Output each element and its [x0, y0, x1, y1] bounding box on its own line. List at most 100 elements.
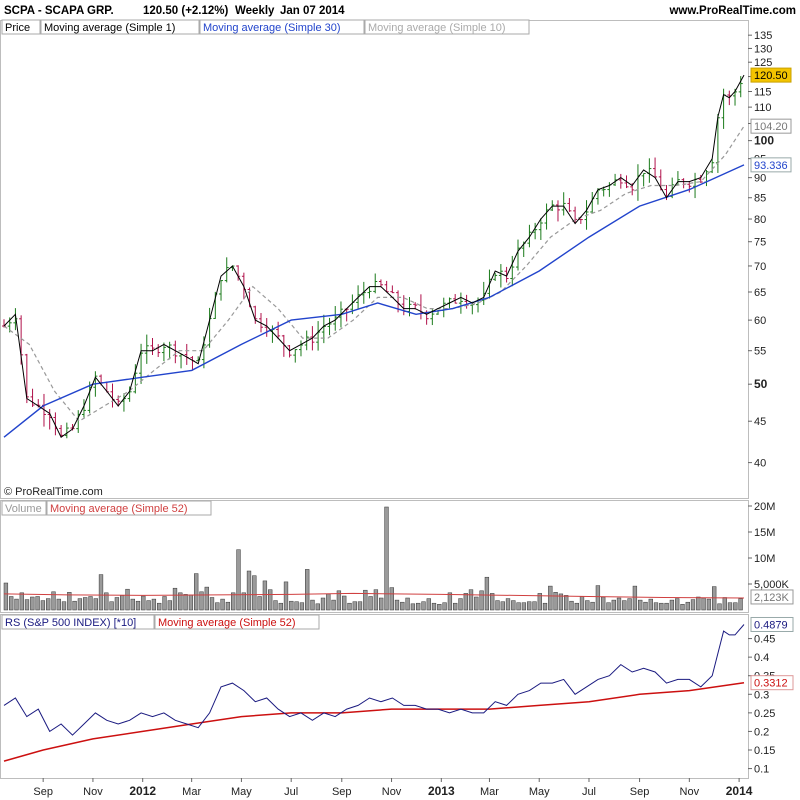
volume-bar [220, 598, 225, 611]
volume-bar [389, 587, 394, 611]
volume-bar [437, 604, 442, 611]
volume-panel-frame [0, 500, 749, 613]
volume-bar [104, 592, 109, 611]
volume-bar [283, 581, 289, 611]
volume-bar [410, 603, 416, 611]
volume-bar [199, 591, 204, 611]
rs-sma52-line [3, 681, 745, 762]
volume-bar [67, 592, 72, 611]
price-legend-item: Moving average (Simple 30) [203, 22, 341, 34]
volume-bar [394, 599, 400, 611]
volume-bar [305, 569, 310, 611]
volume-bar [315, 603, 320, 611]
volume-bar [320, 597, 326, 611]
volume-bar [262, 580, 268, 611]
rs-y-tick-label: 0.25 [754, 708, 775, 720]
volume-bar [505, 598, 511, 611]
x-tick-label: Mar [480, 786, 499, 798]
volume-bar [204, 586, 209, 611]
volume-y-tick-label: 15M [754, 527, 775, 539]
sma10-value-label-bg [750, 118, 792, 134]
legends: Price Moving average (Simple 1) Moving ave… [1, 19, 530, 630]
volume-sma52-line [3, 592, 745, 599]
rs-sma-value-label-bg [750, 675, 794, 691]
volume-bar [511, 600, 516, 611]
volume-bar [442, 602, 447, 611]
volume-bar [9, 596, 14, 611]
volume-bar [347, 602, 352, 611]
volume-bar [595, 585, 601, 611]
volume-bar [167, 600, 172, 611]
volume-value-label-bg [750, 589, 794, 605]
rs-legend-item: RS (S&P 500 INDEX) [*10] [5, 617, 136, 629]
volume-bar [299, 602, 305, 611]
price-legend-box [199, 19, 365, 35]
volume-bar [114, 597, 120, 611]
volume-bar [194, 573, 199, 611]
volume-bar [379, 597, 384, 611]
sma10-value-label: 104.20 [754, 121, 788, 133]
last-price-label-bg [750, 67, 792, 83]
price-y-tick-label: 75 [754, 237, 766, 249]
price-y-tick-label: 115 [754, 87, 772, 99]
volume-bar [326, 593, 331, 611]
price-y-tick-label: 125 [754, 57, 772, 69]
x-tick-label: Nov [680, 786, 700, 798]
x-tick-label: May [529, 786, 550, 798]
volume-bar [162, 596, 167, 611]
volume-bar [516, 602, 521, 611]
volume-legend-box [1, 500, 47, 516]
volume-bar [46, 598, 51, 611]
volume-bar [622, 600, 627, 611]
volume-bar [664, 602, 669, 611]
price-y-tick-label: 85 [754, 193, 766, 205]
price-legend-item: Moving average (Simple 1) [44, 22, 175, 34]
x-tick-label: Sep [630, 786, 650, 798]
volume-bar [252, 575, 257, 611]
volume-bar [495, 600, 500, 611]
x-tick-label: 2012 [129, 784, 156, 798]
x-tick-label: Jul [582, 786, 596, 798]
volume-bar [416, 602, 421, 611]
volume-bar [564, 595, 569, 611]
volume-bar [458, 598, 463, 611]
volume-bar [542, 602, 548, 611]
price-legend-box [1, 19, 41, 35]
volume-bar [468, 589, 474, 611]
price-legend-item: Moving average (Simple 10) [368, 22, 506, 34]
volume-bar [342, 595, 347, 611]
volume-bar [690, 599, 696, 611]
volume-bar [88, 596, 93, 611]
volume-bar [548, 585, 553, 611]
rs-panel [3, 624, 745, 762]
volume-bar [553, 592, 558, 611]
volume-legend-item: Moving average (Simple 52) [50, 503, 188, 515]
volume-bar [579, 596, 585, 611]
volume-y-tick-label: 20M [754, 501, 775, 513]
volume-bar [479, 590, 484, 611]
volume-bar [431, 602, 437, 611]
volume-bar [727, 602, 733, 611]
volume-bar [188, 594, 194, 611]
volume-bar [537, 593, 542, 611]
volume-bar [183, 594, 188, 611]
x-tick-label: 2014 [726, 784, 753, 798]
sma1-line [3, 74, 745, 438]
volume-bar [585, 600, 590, 611]
volume-bar [236, 549, 241, 611]
x-tick-label: May [231, 786, 252, 798]
volume-bar [569, 600, 574, 611]
volume-bar [643, 601, 648, 611]
volume-bar [151, 598, 157, 611]
volume-bar [611, 599, 616, 611]
volume-legend-item: Volume [5, 503, 42, 515]
volume-bar [241, 592, 246, 611]
volume-bar [289, 600, 294, 611]
sma30-line [3, 164, 745, 438]
volume-bar [627, 598, 632, 611]
rs-y-tick-label: 0.4 [754, 652, 769, 664]
volume-bar [527, 601, 532, 611]
volume-bar [648, 598, 653, 611]
